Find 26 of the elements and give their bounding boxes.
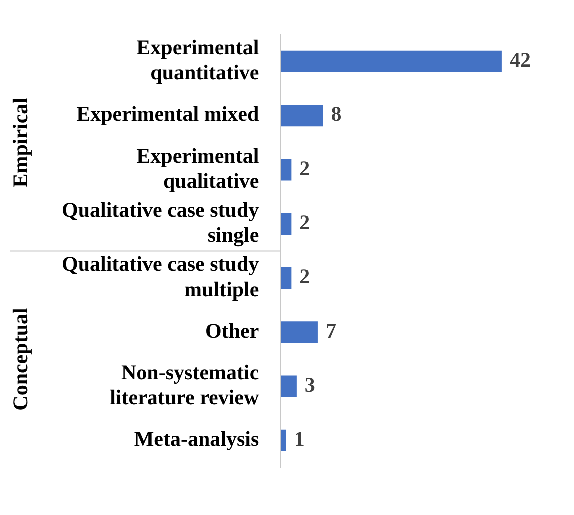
y-tick-label: Other xyxy=(206,318,260,343)
data-label: 8 xyxy=(331,102,342,126)
data-label: 3 xyxy=(304,372,316,397)
bar xyxy=(281,267,292,290)
data-label: 1 xyxy=(294,427,305,452)
bar xyxy=(281,376,297,398)
y-tick-label: Qualitative case study single xyxy=(62,198,260,248)
data-label: 2 xyxy=(300,156,310,180)
bar xyxy=(281,322,318,344)
y-tick-label: Experimental quantitative xyxy=(136,35,260,85)
y-tick-label: Experimental mixed xyxy=(76,102,260,126)
bar xyxy=(281,104,324,127)
data-label: 42 xyxy=(510,48,531,72)
data-label: 2 xyxy=(300,264,310,289)
y-tick-label: Meta-analysis xyxy=(134,427,260,452)
bar xyxy=(281,159,292,181)
y-tick-label: Non-systematic literature review xyxy=(110,360,260,410)
text: Conceptual xyxy=(8,308,32,411)
text: Empirical xyxy=(8,98,32,188)
bar xyxy=(281,430,286,452)
bar xyxy=(281,50,502,73)
y-tick-label: Experimental qualitative xyxy=(136,144,260,193)
bar xyxy=(281,213,292,235)
y-tick-label: Qualitative case study multiple xyxy=(62,252,260,302)
data-label: 7 xyxy=(326,318,336,343)
data-label: 2 xyxy=(300,210,310,235)
